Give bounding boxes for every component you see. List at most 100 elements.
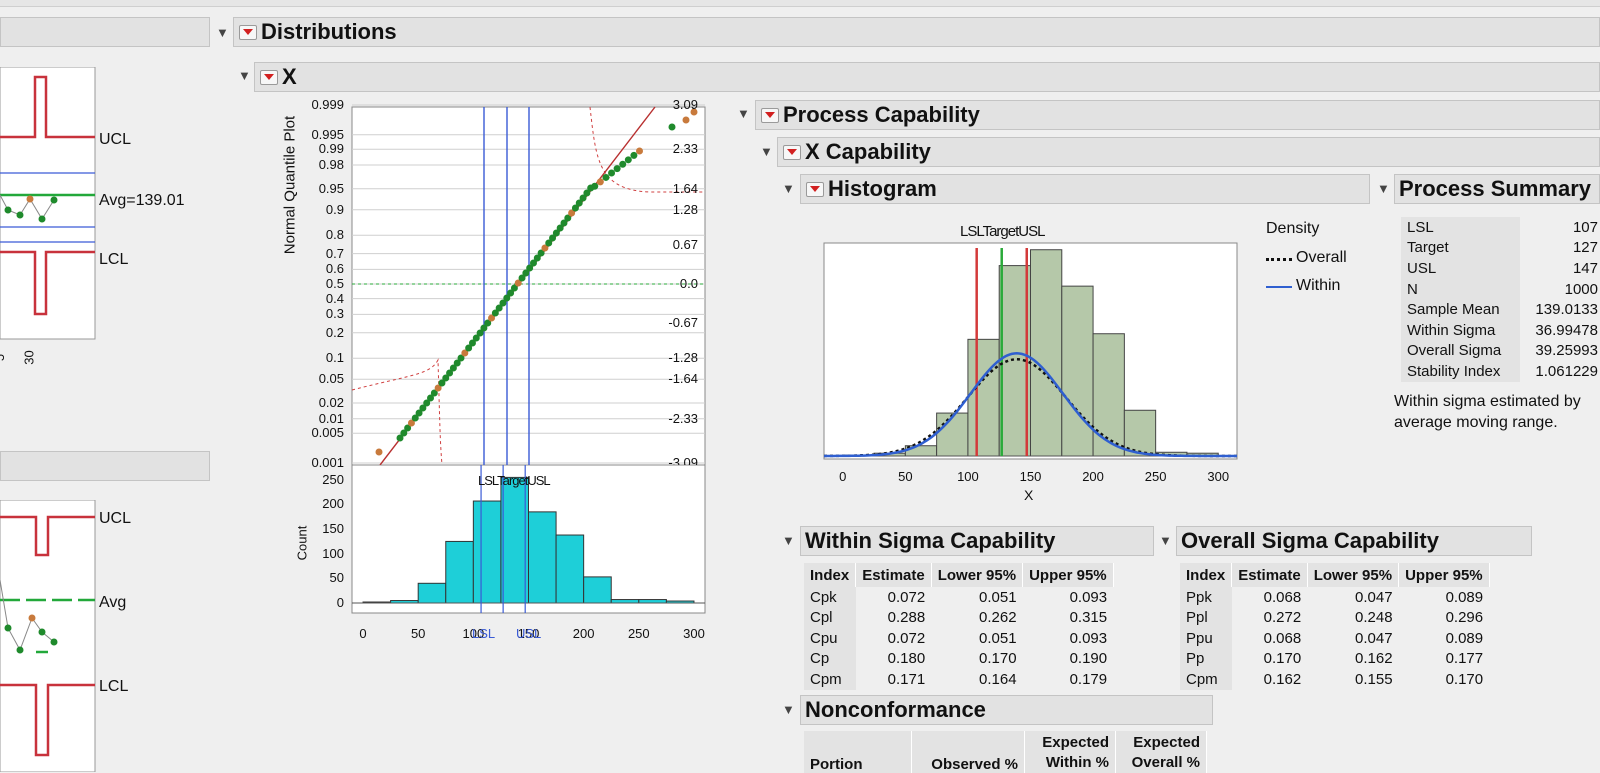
quantile-point bbox=[560, 219, 568, 227]
process-capability-menu-icon[interactable] bbox=[761, 107, 779, 123]
overall-index-cell: Ppu bbox=[1180, 628, 1232, 649]
distributions-header[interactable]: Distributions bbox=[233, 17, 1600, 47]
within-value-cell: 0.072 bbox=[887, 629, 926, 647]
x-capability-disclosure-icon[interactable]: ▼ bbox=[760, 144, 773, 159]
z-tick: -1.64 bbox=[668, 371, 698, 386]
x-capability-menu-icon[interactable] bbox=[783, 144, 801, 160]
capability-xtick: 100 bbox=[957, 469, 979, 484]
overall-index-cell: Pp bbox=[1180, 648, 1232, 669]
within-value-cell: 0.093 bbox=[1069, 588, 1108, 606]
count-bar bbox=[445, 540, 474, 604]
histogram-header[interactable]: Histogram bbox=[800, 174, 1370, 204]
process-summary-title: Process Summary bbox=[1399, 176, 1591, 201]
within-col-header: Estimate bbox=[855, 563, 932, 587]
quantile-point bbox=[476, 329, 484, 337]
quantile-point bbox=[423, 399, 431, 407]
overall-sigma-header[interactable]: Overall Sigma Capability bbox=[1176, 526, 1532, 556]
nonconformance-title: Nonconformance bbox=[805, 697, 986, 722]
within-sigma-header[interactable]: Within Sigma Capability bbox=[800, 526, 1154, 556]
quantile-point bbox=[602, 173, 610, 181]
control-chart-header[interactable] bbox=[0, 17, 210, 47]
quantile-point bbox=[533, 254, 541, 262]
avg2-label: Avg bbox=[99, 594, 127, 611]
overall-value-cell: 0.170 bbox=[1445, 670, 1484, 688]
quantile-point bbox=[503, 294, 511, 302]
count-bar bbox=[610, 599, 640, 604]
quantile-point bbox=[449, 364, 457, 372]
within-table-row: Cpm 0.171 0.164 0.179 bbox=[804, 669, 1113, 690]
control-xtick-partial: 5 bbox=[0, 354, 7, 361]
quantile-point bbox=[396, 434, 404, 442]
overall-index-cell: Ppk bbox=[1180, 587, 1232, 608]
summary-row: Within Sigma 36.99478 bbox=[1401, 319, 1600, 341]
quantile-point bbox=[491, 309, 499, 317]
overall-value-cell: 0.089 bbox=[1445, 629, 1484, 647]
prob-tick: 0.001 bbox=[311, 455, 344, 470]
quantile-points bbox=[396, 147, 643, 442]
quantile-point bbox=[575, 199, 583, 207]
process-summary-disclosure-icon[interactable]: ▼ bbox=[1377, 181, 1390, 196]
summary-key: Within Sigma bbox=[1401, 319, 1521, 341]
quantile-point bbox=[411, 414, 419, 422]
summary-key: N bbox=[1401, 278, 1521, 300]
within-disclosure-icon[interactable]: ▼ bbox=[782, 533, 795, 548]
x-capability-header[interactable]: X Capability bbox=[777, 137, 1600, 167]
ucl2-step-line bbox=[0, 515, 95, 557]
summary-row: LSL 107 bbox=[1401, 217, 1600, 238]
summary-key: USL bbox=[1401, 258, 1521, 279]
x-disclosure-icon[interactable]: ▼ bbox=[238, 68, 251, 83]
count-limit-labels: LSLTargetUSL bbox=[478, 473, 551, 488]
x-menu-icon[interactable] bbox=[260, 69, 278, 85]
distributions-disclosure-icon[interactable]: ▼ bbox=[216, 25, 229, 40]
summary-value: 139.0133 bbox=[1535, 301, 1598, 319]
count-xtick: 200 bbox=[572, 626, 595, 641]
count-bar bbox=[555, 534, 585, 604]
count-ytick: 50 bbox=[329, 570, 344, 586]
summary-note-line2: average moving range. bbox=[1394, 414, 1558, 431]
process-capability-header[interactable]: Process Capability bbox=[755, 100, 1600, 130]
summary-value: 147 bbox=[1572, 259, 1598, 277]
summary-value: 107 bbox=[1572, 218, 1598, 236]
moving-range-header[interactable] bbox=[0, 451, 210, 481]
quantile-point bbox=[510, 284, 518, 292]
nonconformance-header[interactable]: Nonconformance bbox=[800, 695, 1213, 725]
capability-bar bbox=[1092, 333, 1125, 457]
within-value-cell: 0.093 bbox=[1069, 629, 1108, 647]
quantile-point bbox=[591, 182, 599, 190]
quantile-point bbox=[480, 324, 488, 332]
process-summary-header[interactable]: Process Summary bbox=[1394, 174, 1600, 204]
capability-xtick: 50 bbox=[898, 469, 913, 484]
histogram-menu-icon[interactable] bbox=[806, 181, 824, 197]
avg-label: Avg=139.01 bbox=[99, 192, 185, 209]
nonconformance-table: Portion Observed % Expected Within % Expe… bbox=[804, 731, 1207, 773]
quantile-point bbox=[507, 289, 515, 297]
z-tick: -1.28 bbox=[668, 350, 698, 366]
histogram-disclosure-icon[interactable]: ▼ bbox=[782, 181, 795, 196]
within-col-header: Lower 95% bbox=[931, 563, 1024, 587]
within-table-row: Cp 0.180 0.170 0.190 bbox=[804, 648, 1113, 669]
lcl-label: LCL bbox=[99, 251, 129, 268]
within-index-cell: Cp bbox=[804, 648, 856, 669]
distributions-menu-icon[interactable] bbox=[239, 24, 257, 40]
within-table-row: Cpl 0.288 0.262 0.315 bbox=[804, 607, 1113, 628]
summary-row: USL 147 bbox=[1401, 258, 1600, 279]
overall-table-row: Pp 0.170 0.162 0.177 bbox=[1180, 648, 1489, 669]
quantile-point bbox=[438, 379, 446, 387]
process-capability-disclosure-icon[interactable]: ▼ bbox=[737, 106, 750, 121]
x-header[interactable]: X bbox=[254, 62, 1600, 92]
overall-value-cell: 0.272 bbox=[1263, 609, 1302, 627]
summary-row: Stability Index 1.061229 bbox=[1401, 361, 1600, 382]
capability-xtick: 0 bbox=[839, 469, 847, 484]
distributions-title: Distributions bbox=[261, 19, 397, 44]
z-tick: 1.64 bbox=[672, 180, 698, 196]
quantile-point bbox=[552, 229, 560, 237]
overall-value-cell: 0.068 bbox=[1263, 629, 1302, 647]
quantile-point bbox=[495, 304, 503, 312]
overall-disclosure-icon[interactable]: ▼ bbox=[1159, 533, 1172, 548]
nonconformance-disclosure-icon[interactable]: ▼ bbox=[782, 702, 795, 717]
quantile-point bbox=[522, 269, 530, 277]
count-xtick: 100 bbox=[462, 626, 485, 641]
summary-key: Overall Sigma bbox=[1401, 340, 1521, 362]
summary-note-line1: Within sigma estimated by bbox=[1394, 393, 1581, 410]
within-index-cell: Cpl bbox=[804, 607, 856, 628]
